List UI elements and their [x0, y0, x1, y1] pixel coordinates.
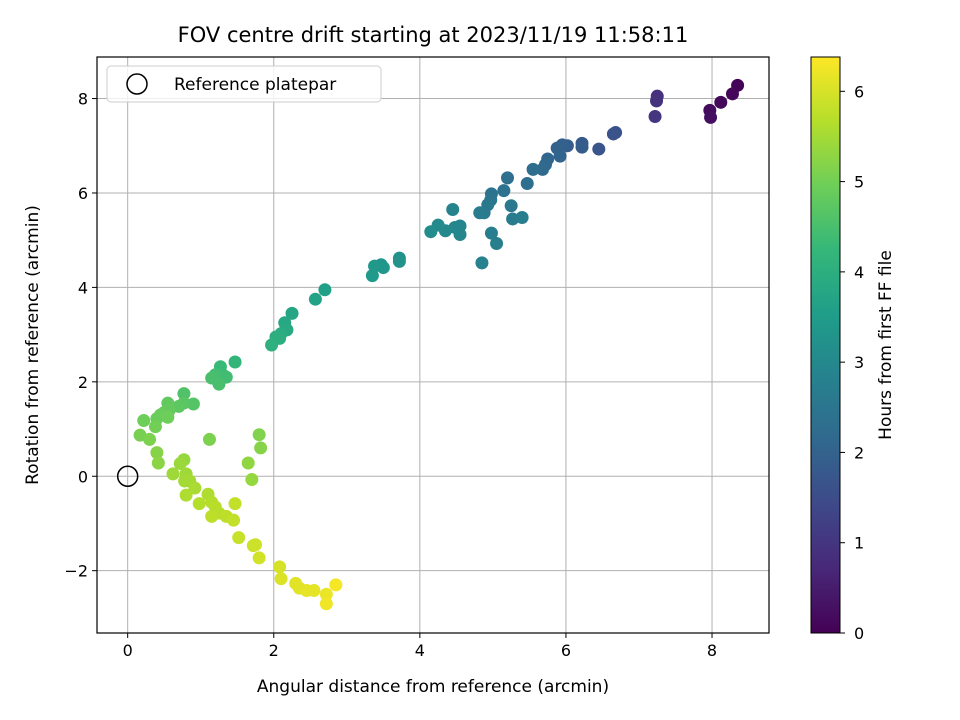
data-point: [151, 456, 165, 470]
data-point: [178, 474, 192, 488]
data-point: [725, 87, 739, 101]
y-tick-label: 8: [78, 90, 88, 109]
colorbar-tick-label: 6: [854, 82, 864, 101]
data-point: [212, 377, 226, 391]
data-point: [161, 410, 175, 424]
x-tick-label: 8: [707, 641, 717, 660]
colorbar-tick-label: 3: [854, 353, 864, 372]
data-point: [227, 513, 241, 527]
grid-lines: [97, 57, 769, 633]
colorbar-ticks: 0 1 2 3 4 5 6: [840, 82, 864, 643]
data-point: [714, 95, 728, 109]
data-point: [704, 110, 718, 124]
y-tick-label: 6: [78, 184, 88, 203]
data-point: [166, 467, 180, 481]
data-point: [473, 206, 487, 220]
y-tick-label: −2: [64, 562, 88, 581]
data-point: [173, 457, 187, 471]
data-point: [553, 149, 567, 163]
data-point: [648, 109, 662, 123]
y-tick-label: 2: [78, 373, 88, 392]
data-point: [202, 432, 216, 446]
y-axis-ticks: −2 0 2 4 6 8: [64, 90, 97, 581]
legend: Reference platepar: [106, 65, 382, 103]
data-point: [319, 587, 333, 601]
data-point: [592, 142, 606, 156]
data-point: [575, 140, 589, 154]
colorbar: [810, 56, 841, 634]
data-point: [285, 306, 299, 320]
data-point: [446, 202, 460, 216]
data-point: [506, 212, 520, 226]
data-point: [515, 211, 529, 225]
data-point: [501, 171, 515, 185]
data-point: [246, 539, 260, 553]
data-point: [177, 387, 191, 401]
data-point: [143, 432, 157, 446]
data-point: [526, 162, 540, 176]
x-tick-label: 0: [123, 641, 133, 660]
legend-marker: [126, 73, 148, 95]
data-point: [232, 531, 246, 545]
plot-frame: [96, 56, 770, 634]
colorbar-tick-label: 5: [854, 173, 864, 192]
data-point: [188, 481, 202, 495]
x-axis-label: Angular distance from reference (arcmin): [257, 677, 609, 697]
colorbar-label: Hours from first FF file: [876, 250, 896, 440]
x-tick-label: 6: [561, 641, 571, 660]
y-tick-label: 4: [78, 278, 88, 297]
colorbar-tick-label: 0: [854, 624, 864, 643]
data-point: [148, 420, 162, 434]
data-point: [179, 488, 193, 502]
data-point: [254, 441, 268, 455]
data-point: [606, 127, 620, 141]
colorbar-tick-label: 4: [854, 263, 864, 282]
data-point: [241, 456, 255, 470]
data-point: [205, 509, 219, 523]
data-point: [520, 177, 534, 191]
data-point: [245, 473, 259, 487]
data-point: [329, 578, 343, 592]
data-point: [319, 597, 333, 611]
chart-title: FOV centre drift starting at 2023/11/19 …: [178, 23, 689, 47]
x-tick-label: 4: [415, 641, 425, 660]
data-point: [650, 94, 664, 108]
data-point: [228, 355, 242, 369]
data-point: [137, 414, 151, 428]
data-point: [265, 338, 279, 352]
data-point: [252, 551, 266, 565]
data-point: [186, 397, 200, 411]
data-points: [133, 78, 745, 611]
data-point: [252, 428, 266, 442]
x-axis-ticks: 0 2 4 6 8: [123, 633, 717, 660]
legend-label: Reference platepar: [174, 75, 336, 95]
data-point: [273, 560, 287, 574]
data-point: [536, 162, 550, 176]
x-tick-label: 2: [269, 641, 279, 660]
data-point: [504, 199, 518, 213]
y-axis-label: Rotation from reference (arcmin): [23, 205, 43, 485]
data-point: [274, 572, 288, 586]
data-point: [318, 283, 332, 297]
data-point: [475, 256, 489, 270]
colorbar-tick-label: 1: [854, 534, 864, 553]
colorbar-tick-label: 2: [854, 443, 864, 462]
data-point: [392, 254, 406, 268]
legend-box: [106, 65, 382, 103]
data-point: [365, 269, 379, 283]
data-point: [150, 446, 164, 460]
y-tick-label: 0: [78, 467, 88, 486]
data-point: [497, 184, 511, 198]
data-point: [307, 584, 321, 598]
data-point: [228, 497, 242, 511]
data-point: [490, 236, 504, 250]
data-point: [424, 225, 438, 239]
reference-marker: [116, 465, 139, 488]
data-point: [453, 228, 467, 242]
data-point: [484, 226, 498, 240]
data-point: [192, 497, 206, 511]
data-point: [308, 292, 322, 306]
